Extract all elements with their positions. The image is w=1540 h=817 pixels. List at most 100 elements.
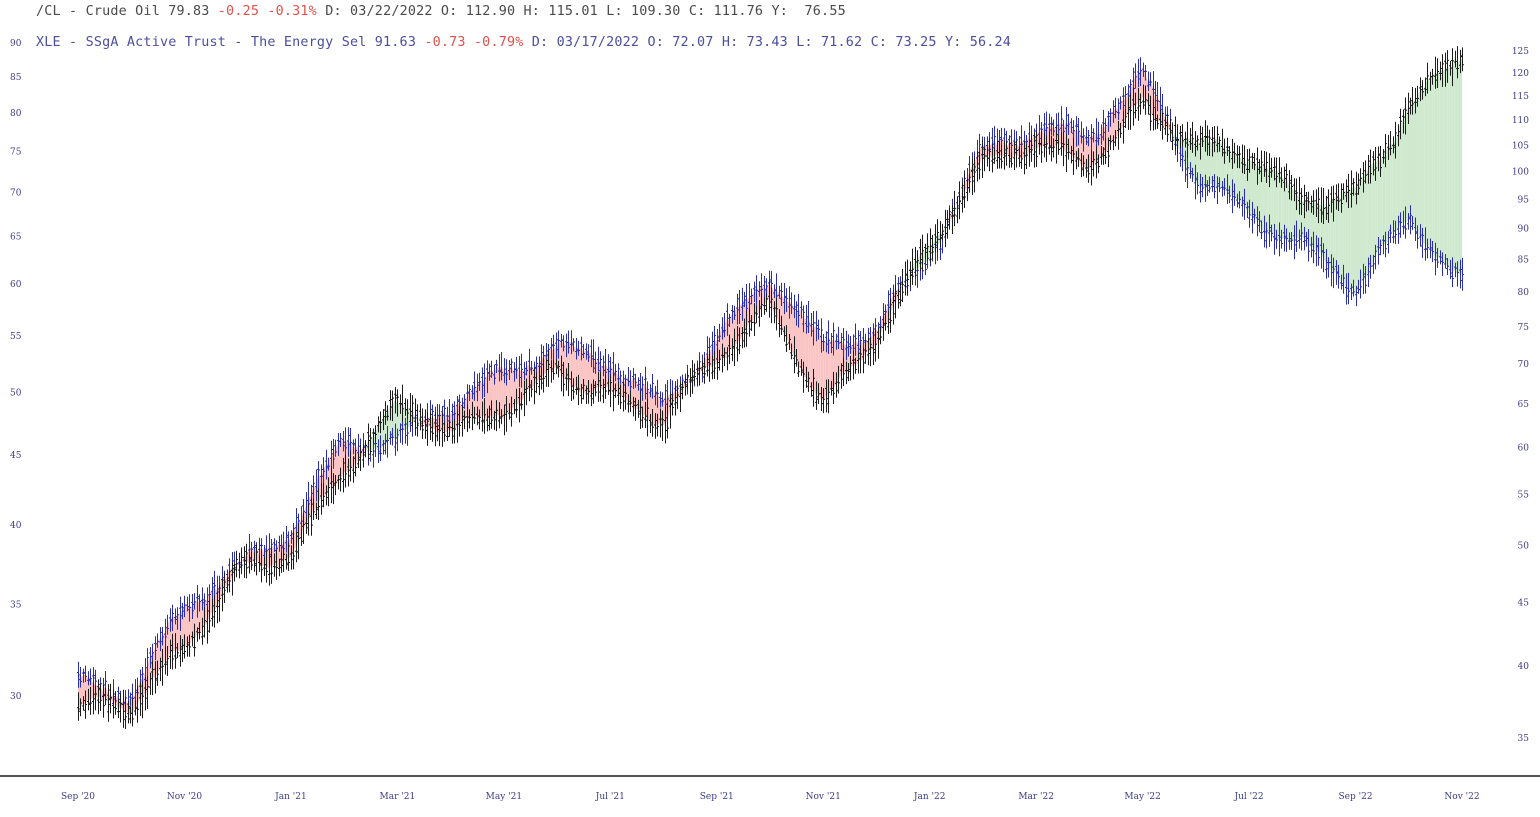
x-axis-tick: Sep '21 xyxy=(700,792,734,802)
fill-segment xyxy=(1422,86,1425,244)
fill-segment xyxy=(1105,121,1108,153)
fill-segment xyxy=(491,369,494,421)
fill-segment xyxy=(1424,77,1428,249)
fill-segment xyxy=(1229,153,1232,196)
fill-segment xyxy=(1360,176,1363,284)
fill-segment xyxy=(1350,186,1354,292)
xle-close-label: C: xyxy=(870,35,888,50)
xle-close: 73.25 xyxy=(895,35,937,50)
cl-quote-header: /CL - Crude Oil 79.83 -0.25 -0.31% D: 03… xyxy=(36,4,846,19)
fill-segment xyxy=(1355,184,1359,296)
fill-segment xyxy=(1419,89,1423,243)
fill-segment xyxy=(1343,190,1346,289)
fill-segment xyxy=(704,352,707,371)
left-axis-tick: 50 xyxy=(10,389,22,399)
fill-segment xyxy=(1402,115,1406,223)
fill-segment xyxy=(1266,167,1269,236)
fill-segment xyxy=(1434,72,1438,259)
fill-segment xyxy=(1410,100,1413,223)
x-axis-tick: Nov '20 xyxy=(167,792,202,802)
fill-segment xyxy=(1375,158,1378,257)
left-axis-tick: 85 xyxy=(10,73,22,83)
fill-segment xyxy=(585,351,589,395)
xle-last: 91.63 xyxy=(374,35,417,50)
x-axis-tick: Sep '20 xyxy=(61,792,95,802)
fill-segment xyxy=(417,416,420,421)
right-axis-tick: 85 xyxy=(1518,255,1530,265)
fill-segment xyxy=(756,288,759,315)
fill-segment xyxy=(573,344,576,389)
fill-segment xyxy=(1417,89,1420,237)
fill-segment xyxy=(1439,70,1443,264)
fill-segment xyxy=(1011,141,1014,160)
fill-segment xyxy=(335,444,338,485)
fill-segment xyxy=(1271,167,1274,240)
cl-y-label: Y: xyxy=(771,4,788,19)
fill-segment xyxy=(1278,169,1282,240)
right-axis-tick: 50 xyxy=(1518,542,1530,552)
fill-segment xyxy=(1283,175,1287,240)
fill-segment xyxy=(1457,61,1460,274)
fill-segment xyxy=(595,359,598,389)
fill-segment xyxy=(1313,202,1316,251)
fill-segment xyxy=(1405,108,1408,223)
fill-segment xyxy=(1449,66,1453,273)
right-axis-tick: 70 xyxy=(1518,360,1530,370)
right-axis-tick: 95 xyxy=(1518,195,1530,205)
x-axis-tick: Jan '21 xyxy=(274,792,307,802)
fill-segment xyxy=(855,339,858,366)
fill-segment xyxy=(1358,176,1361,287)
cl-open: 112.90 xyxy=(465,4,516,19)
fill-segment xyxy=(959,192,962,201)
fill-segment xyxy=(1407,106,1411,222)
fill-segment xyxy=(954,206,957,212)
fill-segment xyxy=(1452,59,1455,273)
right-axis-tick: 110 xyxy=(1512,116,1529,126)
left-axis-tick: 80 xyxy=(10,109,22,119)
fill-segment xyxy=(1291,187,1294,242)
fill-segment xyxy=(694,373,697,376)
fill-segment xyxy=(1209,141,1212,185)
right-axis-tick: 90 xyxy=(1518,224,1530,234)
fill-segment xyxy=(1157,96,1160,122)
fill-segment xyxy=(1442,69,1445,264)
fill-segment xyxy=(1335,196,1339,277)
fill-segment xyxy=(1318,204,1321,253)
fill-segment xyxy=(746,297,749,329)
fill-segment xyxy=(647,390,650,424)
xle-low-label: L: xyxy=(796,35,813,50)
cl-close: 111.76 xyxy=(713,4,764,19)
right-axis-tick: 75 xyxy=(1518,323,1530,333)
fill-segment xyxy=(132,695,135,713)
fill-segment xyxy=(1365,169,1368,280)
xle-y: 56.24 xyxy=(969,35,1012,50)
right-axis-tick: 55 xyxy=(1518,490,1530,500)
fill-segment xyxy=(1162,107,1165,127)
fill-segment xyxy=(387,405,390,442)
cl-last: 79.83 xyxy=(168,4,210,19)
fill-segment xyxy=(818,329,821,399)
left-axis-tick: 45 xyxy=(10,451,22,461)
x-axis-tick: Sep '22 xyxy=(1339,792,1373,802)
left-axis-tick: 70 xyxy=(10,188,22,198)
fill-segment xyxy=(1427,77,1430,249)
fill-segment xyxy=(340,440,343,480)
cl-change-pct: -0.31% xyxy=(267,4,317,19)
fill-segment xyxy=(810,324,814,390)
fill-segment xyxy=(548,348,551,372)
fill-segment xyxy=(439,413,442,432)
fill-segment xyxy=(186,603,190,647)
fill-segment xyxy=(543,355,546,376)
fill-segment xyxy=(642,382,645,418)
fill-segment xyxy=(1340,191,1344,283)
fill-segment xyxy=(1454,59,1458,274)
xle-y-label: Y: xyxy=(944,35,962,50)
cl-date-label: D: xyxy=(325,4,342,19)
xle-open-label: O: xyxy=(647,35,664,50)
cl-change: -0.25 xyxy=(217,4,260,19)
fill-segment xyxy=(392,400,395,440)
fill-segment xyxy=(1397,123,1401,230)
xle-high: 73.43 xyxy=(746,35,788,50)
x-axis-tick: Nov '22 xyxy=(1444,792,1479,802)
